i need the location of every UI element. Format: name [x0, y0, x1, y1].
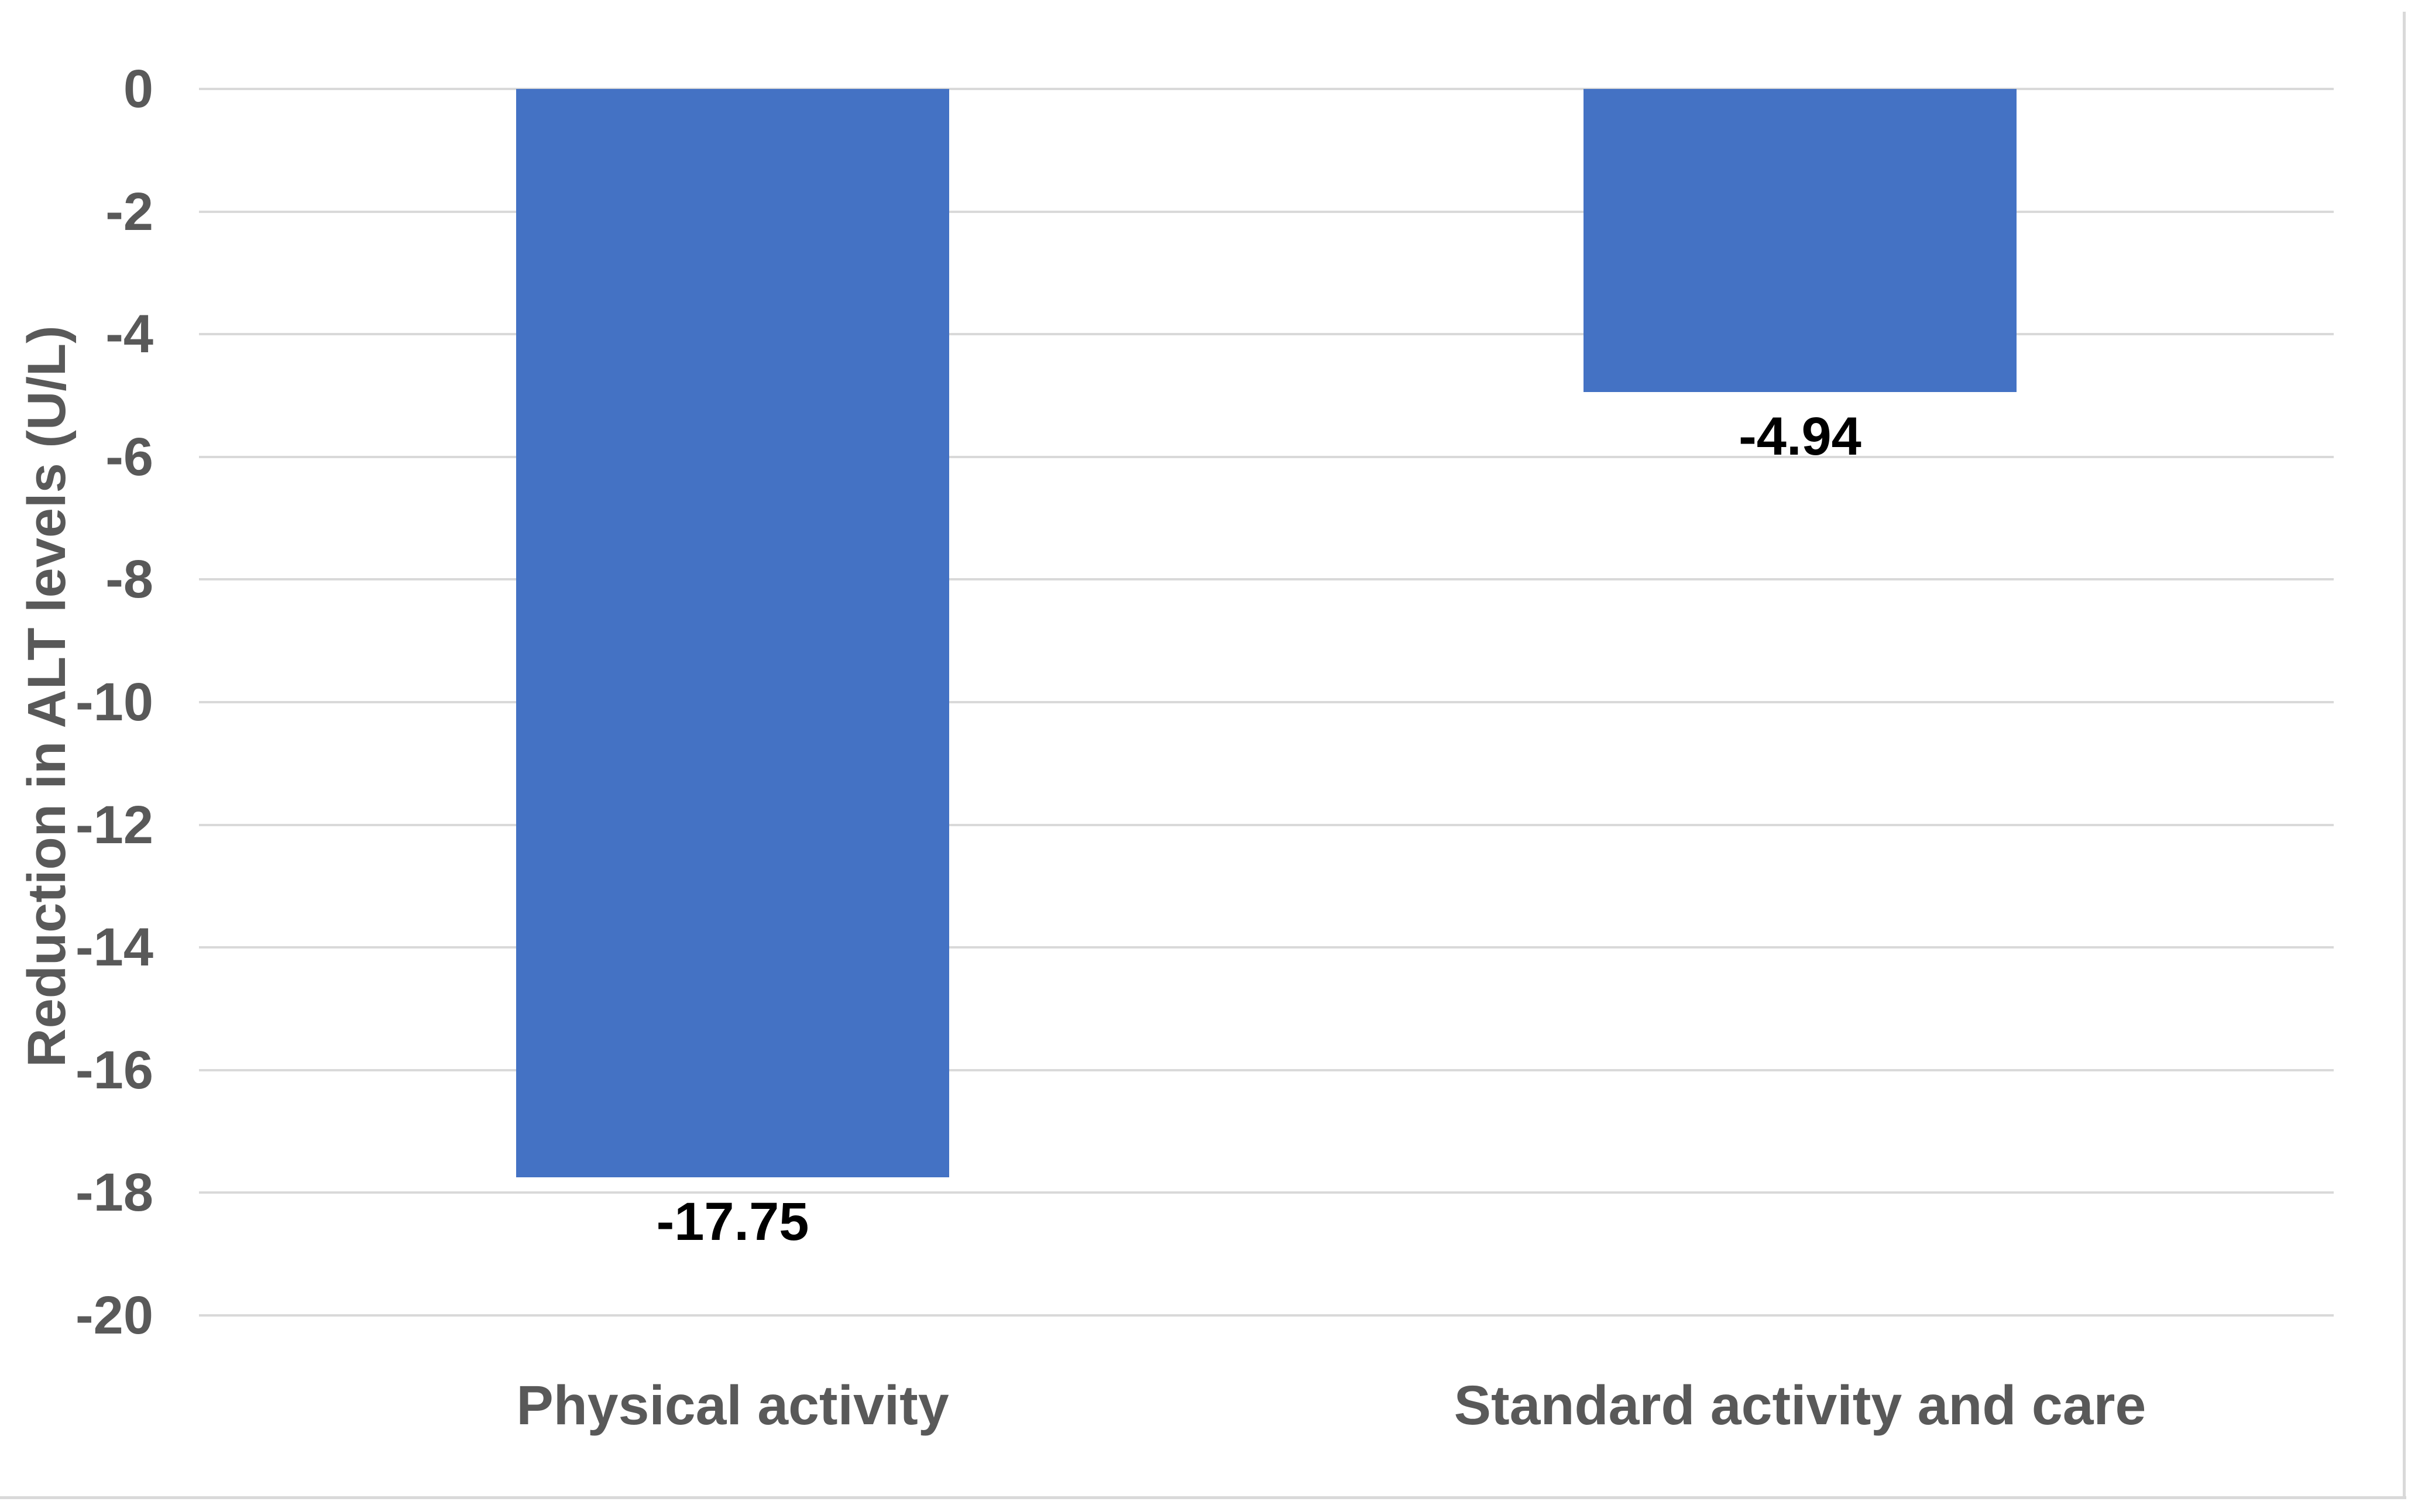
x-category-label: Physical activity: [516, 1374, 949, 1437]
y-tick-label: -10: [75, 672, 153, 732]
x-axis-category-labels: Physical activity Standard activity and c…: [199, 1373, 2334, 1444]
gridline-y--2: [199, 210, 2334, 213]
gridline-y--6: [199, 455, 2334, 458]
y-axis-tick-labels: 0 -2 -4 -6 -8 -10 -12 -14 -16 -18 -20: [0, 0, 153, 1512]
y-tick-label: -18: [75, 1163, 153, 1223]
gridline-y--20: [199, 1314, 2334, 1317]
x-category-label: Standard activity and care: [1454, 1374, 2146, 1437]
y-tick-label: 0: [123, 59, 153, 119]
y-tick-label: -14: [75, 917, 153, 978]
y-tick-label: -8: [105, 549, 153, 610]
bar-data-label: -4.94: [1739, 406, 1861, 466]
gridline-y--14: [199, 946, 2334, 949]
y-tick-label: -12: [75, 795, 153, 855]
y-tick-label: -20: [75, 1286, 153, 1345]
bar-physical-activity: [516, 89, 949, 1178]
y-tick-label: -2: [105, 181, 153, 242]
chart-border-bottom: [0, 1496, 2406, 1499]
plot-area: -17.75 -4.94: [199, 88, 2334, 1317]
gridline-y--16: [199, 1068, 2334, 1071]
gridline-y-0: [199, 88, 2334, 90]
gridline-y--4: [199, 333, 2334, 336]
y-tick-label: -16: [75, 1040, 153, 1100]
gridline-y--10: [199, 701, 2334, 703]
gridline-y--12: [199, 823, 2334, 826]
gridline-y--18: [199, 1191, 2334, 1194]
bar-standard-activity-and-care: [1584, 89, 2017, 392]
y-tick-label: -6: [105, 427, 153, 487]
bar-data-label: -17.75: [656, 1192, 809, 1252]
chart-border-right: [2403, 12, 2406, 1499]
y-tick-label: -4: [105, 304, 153, 365]
gridline-y--8: [199, 578, 2334, 581]
